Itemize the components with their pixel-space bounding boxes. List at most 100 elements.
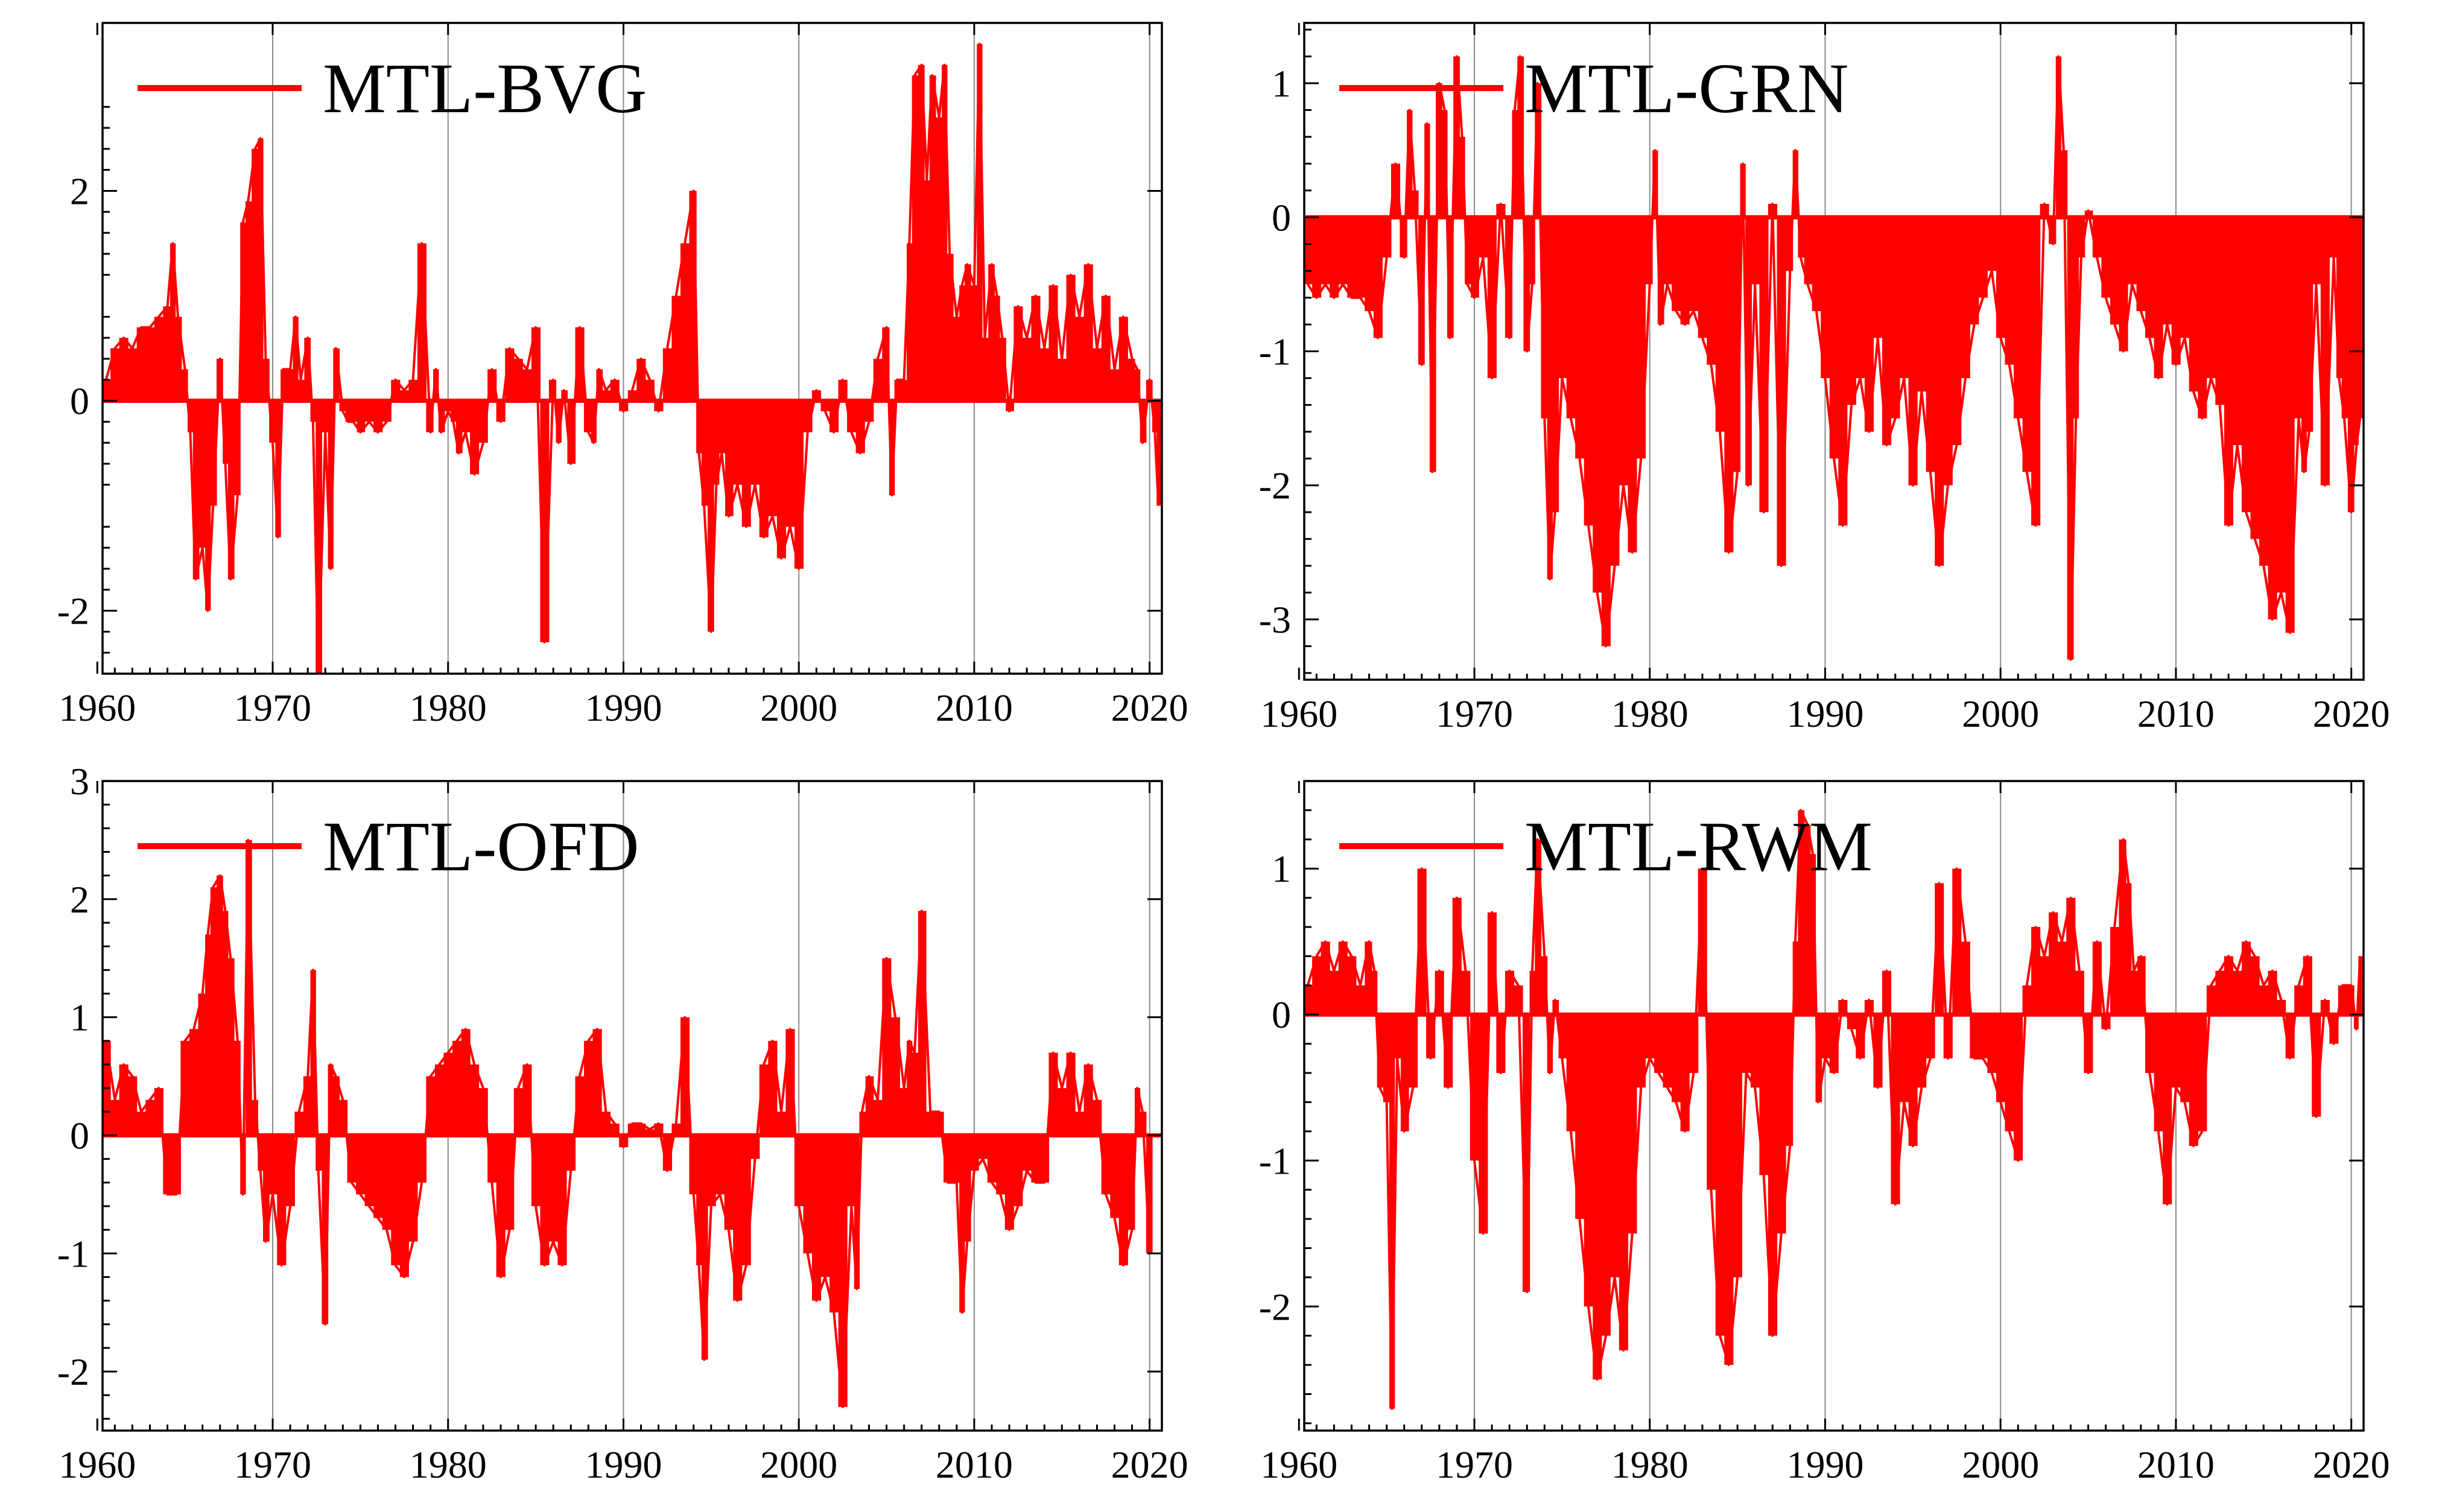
bar [1110,1135,1120,1218]
bar [1900,1014,1909,1102]
bar [947,253,954,401]
bar [2057,941,2067,1015]
bar [2171,1014,2181,1088]
bar [1663,217,1672,285]
bar [1593,1014,1602,1380]
bar [865,1076,874,1136]
bar [1996,1014,2006,1102]
bar [1856,217,1865,378]
bar [2259,985,2269,1015]
bar [1365,217,1374,311]
bar [1680,1014,1690,1131]
series-bars [1303,809,2364,1410]
bar [356,1135,366,1195]
panel-mtl-ofd: 1960 1970 1980 1990 2000 2010 2020 -2 -1… [57,760,1188,1486]
bar [269,400,276,443]
y-tick-label: 2 [70,878,89,921]
bar [1864,217,1874,432]
legend-label: MTL-OFD [323,807,639,886]
x-tick-label: 1960 [1260,1443,1337,1486]
bar [2224,956,2234,1015]
x-tick-label: 1990 [1786,1443,1863,1486]
axis-ticks [1298,780,2364,1431]
bar [1312,217,1322,298]
bar [701,1135,708,1360]
bar [1792,150,1799,218]
bar [1657,217,1664,325]
y-tick-label: 0 [1272,196,1291,239]
y-tick-label: 1 [1272,847,1291,890]
bar [1917,1014,1927,1088]
bar [768,400,778,516]
bar [2301,217,2307,472]
bar [451,400,457,422]
bar [2320,217,2330,486]
bar [2127,217,2137,285]
bar [1908,1014,1918,1147]
bar [163,306,171,401]
bar [1672,217,1681,311]
bar [1075,317,1085,401]
y-tick-label: -1 [1259,331,1291,373]
x-tick-label: 1970 [1436,1443,1513,1486]
bar [205,400,211,611]
bar [2347,217,2355,513]
bar [900,379,907,401]
bar [1407,110,1413,218]
bar [1127,358,1135,401]
bar [2049,912,2058,1015]
bar [210,887,217,1136]
bar [1777,1014,1786,1234]
bar [2259,217,2269,566]
bar [2180,217,2190,338]
plot-frame [101,780,1163,1432]
bar [996,1135,1006,1195]
bar [1715,1014,1725,1336]
bar [708,400,714,632]
bar [1672,1014,1681,1102]
bar [1013,1135,1023,1206]
bar [328,400,334,569]
bar [741,1135,751,1265]
bar [912,75,919,401]
x-tick-label: 2010 [936,1443,1013,1486]
bar [1453,56,1460,218]
bar [2336,217,2342,378]
bar [252,1099,258,1136]
bar [1654,1014,1664,1074]
bar [964,264,971,401]
bar [1821,1014,1830,1058]
bar [2233,217,2242,446]
bar [234,1040,241,1136]
bar [1636,1014,1646,1088]
bar [1547,217,1553,580]
bar [408,379,418,401]
y-tick-labels: -2 -1 0 1 2 3 [57,760,89,1393]
bar [258,1135,264,1171]
bar [1118,317,1128,401]
bar [1312,956,1322,1015]
bar [1751,217,1760,285]
bar [119,1064,128,1136]
bar [811,1135,822,1301]
bar [145,1099,155,1136]
bar [2306,217,2314,432]
bar [645,1129,655,1136]
bar [2233,970,2242,1015]
bar [444,400,451,411]
plot-frame [101,22,1163,675]
bar [959,1135,965,1313]
bar [987,1135,997,1183]
x-tick-label: 1960 [59,686,136,729]
bar [2119,217,2128,352]
bar [1619,1014,1628,1350]
x-tick-labels: 1960 1970 1980 1990 2000 2010 2020 [59,686,1188,729]
bar [1798,217,1805,258]
bar [1698,217,1707,338]
bar [971,1135,979,1171]
bar [1321,941,1330,1015]
bar [548,1135,559,1242]
bar [1558,217,1567,378]
bar [1815,1014,1822,1102]
bar [333,1076,340,1136]
